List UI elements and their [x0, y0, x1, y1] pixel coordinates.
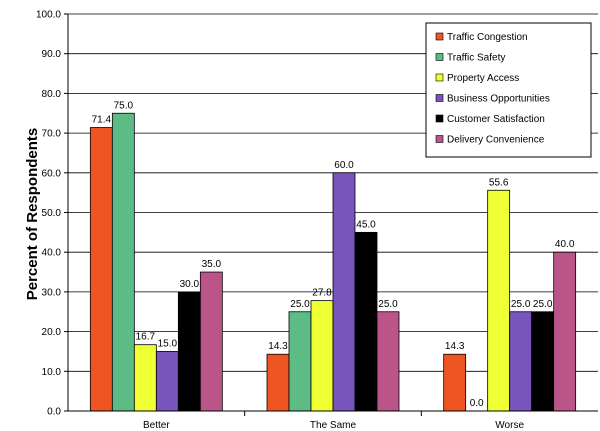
legend-label: Traffic Safety — [447, 53, 505, 64]
data-label: 25.0 — [290, 299, 310, 310]
bar — [509, 311, 533, 412]
data-label: 0.0 — [470, 398, 484, 409]
bar — [111, 112, 135, 412]
data-label: 75.0 — [114, 100, 134, 111]
y-axis-title: Percent of Respondents — [24, 128, 41, 301]
data-label: 55.6 — [489, 177, 509, 188]
bar — [354, 231, 378, 412]
y-tick-label: 40.0 — [42, 248, 62, 259]
data-label: 14.3 — [268, 341, 288, 352]
legend-swatch — [435, 53, 444, 61]
legend-swatch — [435, 114, 444, 123]
data-label: 25.0 — [533, 299, 553, 310]
bar — [443, 353, 467, 412]
legend-label: Traffic Congestion — [447, 32, 528, 43]
legend-label: Delivery Convenience — [447, 135, 545, 146]
y-tick-label: 70.0 — [42, 129, 62, 140]
legend-label: Customer Satisfaction — [447, 114, 545, 125]
y-tick-label: 80.0 — [42, 89, 62, 100]
data-label: 16.7 — [136, 332, 156, 343]
x-category-label: Worse — [495, 420, 524, 431]
x-category-label: The Same — [310, 420, 357, 431]
y-tick-label: 60.0 — [42, 168, 62, 179]
bar — [487, 189, 511, 412]
y-tick-label: 100.0 — [36, 10, 61, 21]
data-label: 60.0 — [334, 160, 354, 171]
data-label: 25.0 — [378, 299, 398, 310]
bar — [133, 344, 157, 412]
data-label: 27.8 — [312, 288, 332, 299]
data-label: 40.0 — [555, 239, 575, 250]
data-label: 25.0 — [511, 299, 531, 310]
data-label: 14.3 — [445, 341, 465, 352]
axes — [67, 14, 598, 412]
data-label: 35.0 — [202, 259, 222, 270]
legend-swatch — [435, 94, 444, 102]
bar — [199, 271, 223, 412]
legend-box — [425, 22, 592, 158]
legend-label: Business Opportunities — [447, 94, 550, 105]
bar — [376, 311, 400, 412]
bar — [177, 291, 201, 412]
data-label: 15.0 — [158, 338, 178, 349]
bar — [553, 251, 577, 412]
x-axis-categories: Better The Same Worse — [143, 411, 524, 431]
legend-swatch — [435, 73, 444, 82]
y-tick-label: 20.0 — [42, 327, 62, 338]
y-tick-label: 10.0 — [42, 367, 62, 378]
bar — [89, 127, 113, 412]
y-axis-ticks: 0.0 10.0 20.0 30.0 40.0 50.0 60.0 70.0 80.0 90.0 1… — [36, 10, 68, 418]
legend-swatch — [435, 135, 444, 143]
data-labels: 71.4 14.3 14.3 75.0 25.0 0.0 16.7 27.8 55.6 15.0 6… — [92, 100, 575, 409]
data-label: 45.0 — [356, 219, 376, 230]
bars — [89, 112, 577, 412]
data-label: 71.4 — [92, 115, 112, 126]
legend-label: Property Access — [447, 73, 519, 84]
legend: Traffic Congestion Traffic Safety Property… — [425, 22, 592, 158]
bar — [266, 353, 290, 412]
legend-swatch — [435, 32, 444, 41]
y-tick-label: 50.0 — [42, 208, 62, 219]
bar — [288, 311, 312, 412]
bar — [155, 351, 179, 412]
bar — [310, 300, 334, 412]
y-tick-label: 90.0 — [42, 49, 62, 60]
y-tick-label: 30.0 — [42, 287, 62, 298]
x-category-label: Better — [143, 420, 170, 431]
bar — [332, 172, 356, 412]
bar — [531, 311, 555, 412]
data-label: 30.0 — [180, 279, 200, 290]
y-tick-label: 0.0 — [47, 407, 61, 418]
